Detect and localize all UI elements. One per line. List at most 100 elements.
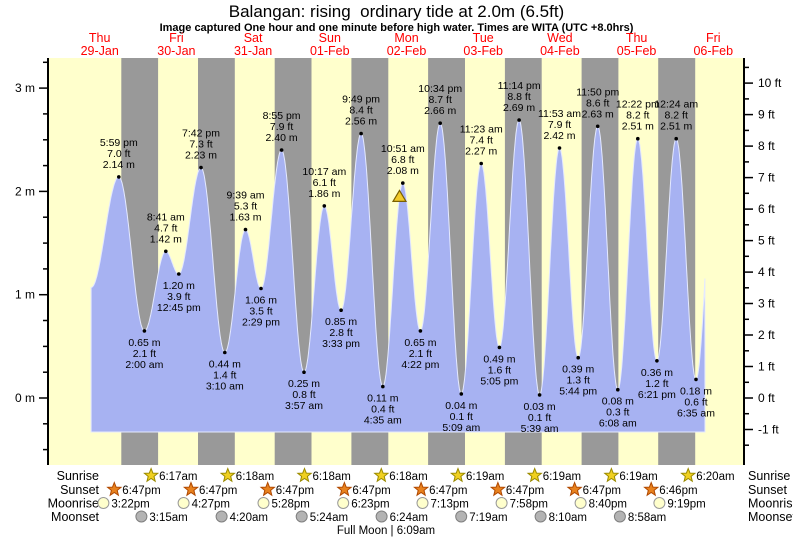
high-tide-label: 11:53 am7.9 ft2.42 m — [538, 108, 581, 142]
high-tide-label-line: 6.1 ft — [313, 177, 336, 189]
left-axis-tick-label: 1 m — [15, 288, 35, 302]
sunrise-time: 6:18am — [236, 471, 274, 483]
high-tide-label-line: 7.3 ft — [189, 139, 212, 151]
high-tide-dot — [279, 148, 284, 152]
low-tide-label: 0.36 m1.2 ft6:21 pm — [638, 367, 676, 401]
row-label-sunset-right: Sunset — [748, 483, 787, 497]
high-tide-label-line: 7.9 ft — [270, 121, 293, 133]
sunset-time: 6:46pm — [659, 485, 697, 497]
low-tide-dot — [339, 308, 343, 313]
moonset-time: 3:15am — [149, 512, 187, 524]
day-label-dow: Thu — [89, 31, 111, 45]
low-tide-dot — [694, 377, 698, 382]
low-tide-label-line: 3:57 am — [285, 400, 323, 412]
right-axis-tick-label: 0 ft — [758, 391, 775, 405]
moonrise-time: 9:19pm — [667, 499, 705, 511]
moonrise-circle-icon — [495, 497, 508, 509]
low-tide-label-line: 0.4 ft — [371, 404, 394, 416]
row-label-sunrise-right: Sunrise — [748, 469, 790, 483]
moonrise-time: 7:58pm — [510, 499, 548, 511]
low-tide-label-line: 2.8 ft — [329, 327, 352, 339]
low-tide-label-line: 6:08 am — [599, 418, 637, 430]
day-label-date: 02-Feb — [387, 44, 427, 58]
right-axis-tick-label: 9 ft — [758, 108, 775, 122]
high-tide-label-line: 2.14 m — [103, 159, 135, 171]
low-tide-dot — [223, 350, 227, 355]
low-tide-label: 0.44 m1.4 ft3:10 am — [206, 359, 244, 393]
high-tide-label-line: 8:41 am — [147, 211, 185, 223]
sunset-time: 6:47pm — [199, 485, 237, 497]
low-tide-label: 0.03 m0.1 ft5:39 am — [521, 401, 559, 435]
row-label-moonset-left: Moonset — [51, 510, 99, 524]
day-label-date: 29-Jan — [81, 44, 119, 58]
low-tide-label-line: 6:35 am — [677, 407, 715, 419]
low-tide-label-line: 0.3 ft — [606, 407, 629, 419]
low-tide-dot — [497, 345, 502, 350]
high-tide-label: 12:22 pm8.2 ft2.51 m — [616, 99, 660, 133]
low-tide-dot — [177, 272, 181, 276]
low-tide-label-line: 1.20 m — [163, 280, 195, 292]
high-tide-label-line: 2.40 m — [266, 132, 298, 144]
right-axis-tick-label: 10 ft — [758, 76, 782, 90]
high-tide-dot — [199, 165, 203, 170]
low-tide-dot — [302, 370, 306, 375]
low-tide-label: 0.04 m0.1 ft5:09 am — [442, 400, 480, 434]
low-tide-label-line: 0.49 m — [483, 353, 515, 365]
moonset-circle-icon — [215, 510, 228, 523]
low-tide-label-line: 4:35 am — [364, 415, 402, 427]
high-tide-label-line: 11:50 pm — [576, 86, 619, 98]
day-label-dow: Tue — [473, 31, 494, 45]
sunrise-time: 6:19am — [543, 471, 581, 483]
moonrise-time: 7:13pm — [431, 499, 469, 511]
low-tide-label: 0.08 m0.3 ft6:08 am — [599, 396, 637, 430]
sunset-time: 6:47pm — [583, 485, 621, 497]
sunrise-time: 6:18am — [389, 471, 427, 483]
high-tide-label: 10:17 am6.1 ft1.86 m — [302, 166, 346, 200]
low-tide-label-line: 0.1 ft — [528, 412, 551, 424]
low-tide-label-line: 0.1 ft — [450, 411, 473, 423]
high-tide-dot — [595, 124, 600, 129]
moonrise-circle-icon — [97, 497, 110, 509]
sunset-star-icon — [566, 481, 583, 497]
right-axis-tick-label: 8 ft — [758, 139, 775, 153]
high-tide-dot — [359, 131, 363, 136]
high-tide-label-line: 2.69 m — [503, 102, 535, 114]
high-tide-label-line: 8.8 ft — [507, 91, 530, 103]
low-tide-label-line: 0.04 m — [445, 400, 477, 412]
sunrise-star-icon — [219, 467, 236, 483]
sunrise-time: 6:18am — [313, 471, 351, 483]
low-tide-label-line: 4:22 pm — [401, 359, 439, 371]
high-tide-label-line: 8:55 pm — [263, 110, 301, 122]
low-tide-label-line: 0.25 m — [288, 378, 320, 390]
day-label-dow: Wed — [547, 31, 573, 45]
high-tide-dot — [164, 249, 168, 254]
sunrise-star-icon — [603, 467, 620, 483]
high-tide-label-line: 10:51 am — [381, 143, 425, 155]
high-tide-dot — [243, 227, 248, 232]
low-tide-label: 0.65 m2.1 ft4:22 pm — [401, 337, 439, 371]
high-tide-label: 10:34 pm8.7 ft2.66 m — [418, 83, 462, 117]
low-tide-dot — [576, 355, 580, 360]
high-tide-dot — [517, 118, 521, 122]
sunset-time: 6:47pm — [276, 485, 314, 497]
left-axis-tick-label: 3 m — [15, 81, 35, 95]
moonrise-time: 3:22pm — [111, 499, 149, 511]
low-tide-label-line: 1.4 ft — [213, 370, 236, 382]
high-tide-label-line: 2.23 m — [185, 150, 217, 162]
day-label-dow: Thu — [626, 31, 648, 45]
row-label-sunset-left: Sunset — [60, 483, 99, 497]
high-tide-label-line: 8.2 ft — [665, 110, 688, 122]
sunrise-star-icon — [449, 467, 467, 483]
high-tide-label-line: 2.27 m — [465, 146, 497, 158]
low-tide-dot — [459, 392, 464, 396]
high-tide-dot — [117, 175, 121, 179]
day-label-dow: Mon — [394, 31, 418, 45]
tide-curve-area — [90, 119, 706, 433]
high-tide-label: 11:23 am7.4 ft2.27 m — [460, 124, 503, 158]
